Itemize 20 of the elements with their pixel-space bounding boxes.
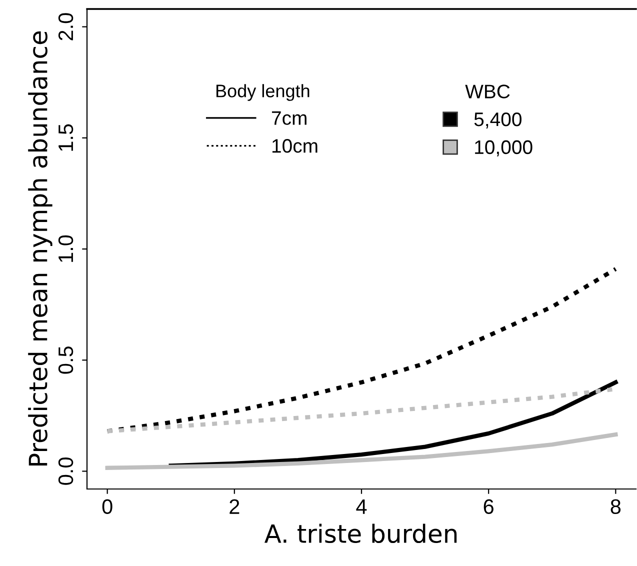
y-axis-title: Predicted mean nymph abundance — [28, 31, 52, 466]
y-tick-label: 1.5 — [58, 124, 74, 151]
y-tick-label: 0.0 — [58, 458, 74, 485]
x-tick-label: 4 — [356, 499, 367, 514]
annotation: 5,400 — [474, 112, 522, 129]
annotation: 10,000 — [475, 140, 532, 156]
y-tick-label: 1.0 — [58, 235, 74, 262]
x-tick-label: 8 — [610, 499, 621, 514]
annotation: 7cm — [272, 111, 306, 125]
x-tick-label: 6 — [484, 499, 494, 514]
x-axis-title: A. triste burden — [264, 524, 457, 544]
x-tick-label: 0 — [102, 499, 112, 514]
annotation: Body length — [216, 84, 310, 101]
y-tick-label: 0.5 — [58, 346, 74, 374]
x-tick-label: 2 — [230, 499, 240, 514]
annotation: WBC — [465, 84, 510, 98]
annotation: 10cm — [272, 139, 318, 153]
line-series — [105, 432, 618, 470]
y-tick-label: 2.0 — [58, 13, 74, 40]
line-series — [105, 266, 618, 434]
